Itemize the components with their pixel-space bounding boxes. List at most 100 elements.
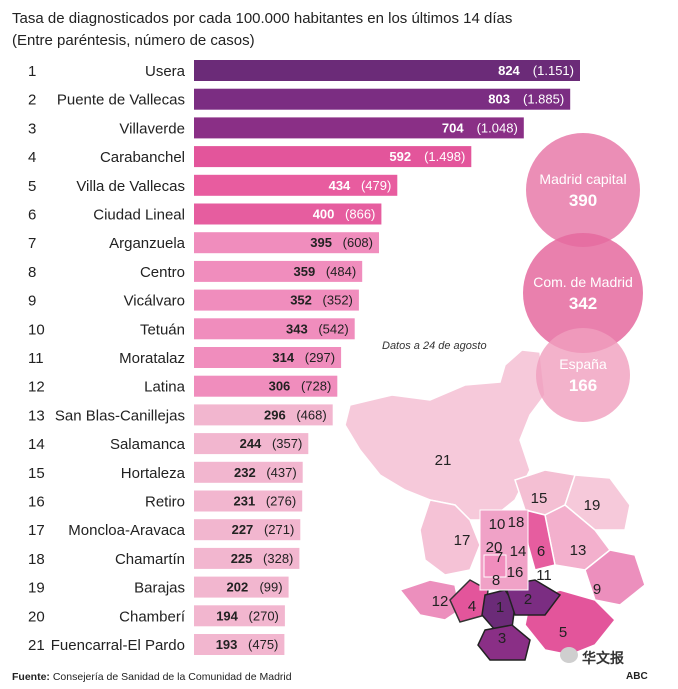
bar: [194, 232, 379, 254]
cases-label: (352): [323, 293, 353, 308]
comparison-value: 166: [569, 376, 597, 395]
cases-label: (728): [301, 379, 331, 394]
cases-label: (357): [272, 436, 302, 451]
district-label: Ciudad Lineal: [93, 207, 185, 224]
bar: [194, 117, 524, 139]
district-label: Chamartín: [115, 551, 185, 568]
comparison-value: 390: [569, 191, 597, 210]
district-label: Moncloa-Aravaca: [68, 522, 185, 539]
map-label: 1: [496, 599, 504, 616]
bar: [194, 375, 338, 397]
map-label: 5: [559, 624, 567, 641]
value-label: 232: [234, 465, 256, 480]
map-label: 7: [495, 549, 503, 566]
map-label: 8: [492, 572, 500, 589]
rank-label: 20: [28, 608, 45, 625]
map-region-21: [344, 349, 546, 521]
value-label: 592: [389, 149, 411, 164]
cases-label: (608): [343, 235, 373, 250]
cases-label: (1.048): [477, 120, 518, 135]
map-label: 11: [536, 567, 552, 584]
district-label: Barajas: [134, 580, 185, 597]
bar: [194, 174, 398, 196]
rank-label: 19: [28, 580, 45, 597]
chart-subtitle: (Entre paréntesis, número de casos): [12, 32, 255, 49]
rank-label: 17: [28, 522, 45, 539]
cases-label: (99): [259, 580, 282, 595]
cases-label: (1.885): [523, 92, 564, 107]
district-label: Latina: [144, 379, 186, 396]
value-label: 202: [226, 580, 248, 595]
bar: [194, 260, 363, 282]
district-label: Retiro: [145, 494, 185, 511]
value-label: 343: [286, 321, 308, 336]
bar: [194, 88, 571, 110]
value-label: 231: [233, 494, 255, 509]
map-label: 21: [435, 452, 452, 469]
map-label: 4: [468, 598, 476, 615]
value-label: 803: [488, 92, 510, 107]
credit: ABC: [626, 671, 648, 682]
district-label: Tetuán: [140, 321, 185, 338]
cases-label: (866): [345, 207, 375, 222]
district-label: Centro: [140, 264, 185, 281]
rank-label: 4: [28, 149, 36, 166]
bar: [194, 60, 580, 81]
rank-label: 10: [28, 321, 45, 338]
comparison-label: Madrid capital: [539, 171, 626, 187]
district-label: Arganzuela: [109, 235, 186, 252]
map-label: 2: [524, 591, 532, 608]
rank-label: 2: [28, 92, 36, 109]
value-label: 296: [264, 407, 286, 422]
value-label: 359: [293, 264, 315, 279]
bar: [194, 461, 303, 483]
value-label: 194: [216, 608, 238, 623]
bar: [194, 289, 359, 311]
comparison-circle: [536, 328, 630, 422]
district-label: Fuencarral-El Pardo: [51, 637, 185, 654]
bar: [194, 519, 301, 541]
watermark: 华文报: [582, 650, 624, 666]
district-label: Usera: [145, 63, 186, 80]
district-label: Chamberí: [119, 608, 186, 625]
bar: [194, 347, 342, 368]
district-label: Vicálvaro: [124, 293, 185, 310]
value-label: 395: [310, 235, 332, 250]
cases-label: (271): [264, 522, 294, 537]
map-label: 10: [489, 516, 506, 533]
value-label: 824: [498, 63, 520, 78]
district-label: Hortaleza: [121, 465, 186, 482]
comparison-circle: [523, 233, 643, 353]
map-label: 15: [531, 490, 548, 507]
rank-label: 9: [28, 293, 36, 310]
map-label: 16: [507, 564, 524, 581]
rank-label: 14: [28, 436, 45, 453]
cases-label: (270): [249, 608, 279, 623]
comparison-circle: [526, 133, 640, 247]
chat-bubble-icon: [560, 647, 578, 663]
value-label: 244: [240, 436, 262, 451]
map-label: 18: [508, 514, 525, 531]
map-label: 19: [584, 497, 601, 514]
bar: [194, 605, 285, 627]
bar: [194, 576, 289, 598]
map-region-17: [419, 499, 481, 576]
cases-label: (484): [326, 264, 356, 279]
rank-label: 11: [28, 350, 44, 367]
comparison-value: 342: [569, 294, 597, 313]
district-label: Villa de Vallecas: [76, 178, 185, 195]
value-label: 314: [272, 350, 294, 365]
rank-label: 15: [28, 465, 45, 482]
rank-label: 5: [28, 178, 36, 195]
district-label: Villaverde: [119, 120, 185, 137]
map-region-8: [483, 554, 507, 578]
date-note: Datos a 24 de agosto: [382, 340, 487, 352]
value-label: 225: [231, 551, 253, 566]
value-label: 400: [313, 207, 335, 222]
bar: [194, 490, 303, 512]
footer-source: Fuente: Consejería de Sanidad de la Comu…: [12, 671, 292, 683]
bar: [194, 203, 382, 225]
rank-label: 3: [28, 120, 36, 137]
